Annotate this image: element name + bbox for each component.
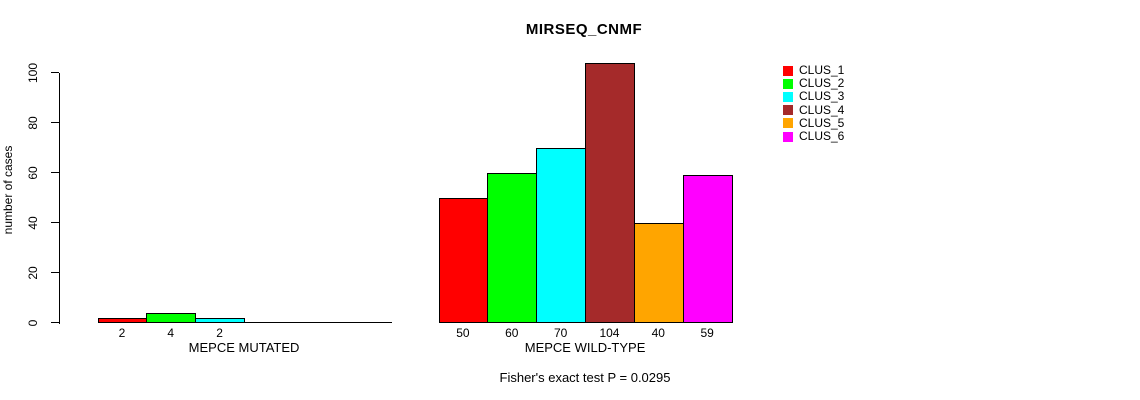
bar-clus_1 (97, 317, 148, 323)
legend-entry: CLUS_1 (783, 64, 844, 77)
y-axis-tick (50, 72, 59, 73)
legend-entry: CLUS_5 (783, 115, 845, 130)
y-tick-label: 80 (26, 115, 40, 130)
legend-entry-label: CLUS_3 (799, 89, 845, 104)
bar-value-label: 104 (599, 326, 620, 340)
y-tick-label: 100 (26, 62, 40, 83)
bar-clus_3 (195, 317, 246, 323)
zero-height-bar (292, 321, 343, 323)
bar-clus_6 (682, 175, 733, 323)
y-axis-title: number of cases (1, 145, 15, 235)
bar-clus_4 (585, 62, 635, 323)
legend-entry-label: CLUS_5 (799, 115, 845, 130)
legend-color-swatch (783, 78, 793, 89)
legend-entry-label: CLUS_1 (799, 63, 845, 78)
y-tick-label: 0 (26, 319, 40, 326)
bar-clus_1 (438, 197, 489, 323)
y-axis-tick (50, 172, 59, 173)
bar-clus_2 (487, 172, 538, 323)
zero-height-bar (244, 321, 294, 323)
y-tick-label: 40 (26, 215, 40, 230)
group-axis-label: MEPCE MUTATED (188, 340, 300, 355)
legend-color-swatch (783, 105, 793, 116)
y-axis-tick (50, 222, 59, 223)
y-axis-tick (50, 122, 59, 123)
zero-height-bar (341, 321, 392, 323)
bar-value-label: 60 (505, 326, 519, 340)
bar-clus_5 (633, 222, 684, 323)
bar-value-label: 4 (167, 326, 175, 340)
legend-entry-label: CLUS_4 (799, 102, 845, 117)
legend-entry: CLUS_2 (783, 77, 844, 90)
bar-value-label: 70 (553, 326, 568, 340)
legend-entry-label: CLUS_2 (799, 76, 845, 91)
bar-clus_3 (536, 147, 587, 323)
legend-entry-label: CLUS_6 (799, 129, 845, 144)
legend-entry: CLUS_4 (783, 102, 845, 117)
legend-color-swatch (783, 131, 793, 142)
legend-color-swatch (783, 91, 793, 102)
bar-value-label: 2 (216, 326, 223, 340)
y-tick-label: 20 (26, 265, 40, 280)
y-tick-label: 60 (26, 165, 40, 180)
group-axis-label: MEPCE WILD-TYPE (524, 340, 646, 355)
bar-value-label: 2 (118, 326, 126, 340)
bar-value-label: 40 (651, 326, 665, 340)
bar-value-label: 59 (700, 326, 714, 340)
bar-clus_2 (146, 312, 197, 323)
chart-title: MIRSEQ_CNMF (525, 21, 643, 38)
bar-value-label: 50 (456, 326, 470, 340)
legend-color-swatch (783, 65, 793, 76)
legend-color-swatch (783, 118, 793, 129)
legend: CLUS_1 CLUS_2 CLUS_3 CLUS_4 CLUS_5 CLUS_6 (783, 64, 844, 143)
legend-entry: CLUS_3 (783, 90, 844, 103)
footnote-text: Fisher's exact test P = 0.0295 (499, 370, 671, 385)
y-axis-tick (50, 272, 59, 273)
y-axis-line (58, 72, 60, 324)
legend-entry: CLUS_6 (783, 130, 844, 143)
y-axis-tick (50, 322, 59, 323)
